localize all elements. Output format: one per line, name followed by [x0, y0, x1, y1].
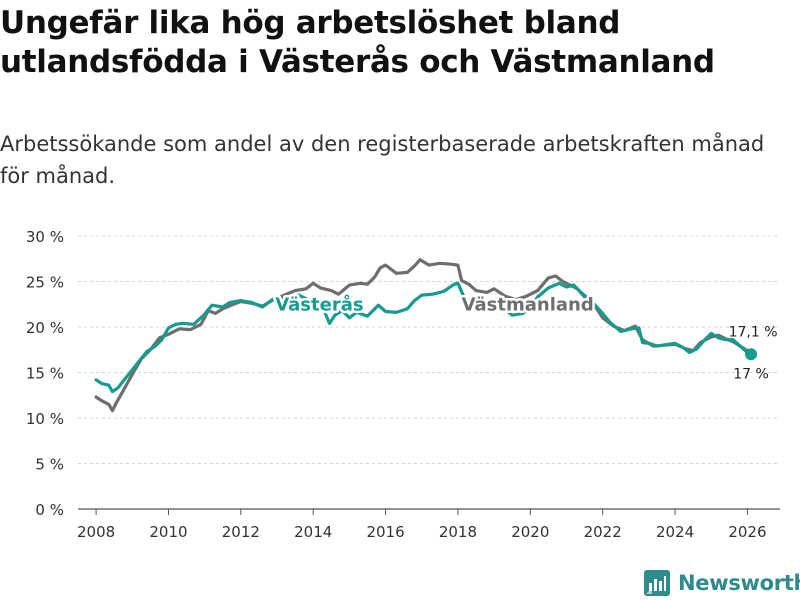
series-line-vstmanland: [94, 258, 753, 413]
series-lines: [94, 258, 753, 413]
y-tick-label: 10 %: [26, 410, 64, 428]
brand-name: Newsworthy: [678, 571, 800, 595]
y-axis-tick-labels: 0 % 5 % 10 % 15 % 20 % 25 % 30 %: [26, 228, 64, 519]
x-axis: 2008 2010 2012 2014 2016 2018 2020 2022 2024 2026: [77, 509, 767, 541]
x-tick-label: 2026: [728, 523, 766, 541]
x-tick-label: 2010: [149, 523, 187, 541]
series-labels: VästmanlandVästmanlandVästeråsVästerås17…: [273, 291, 778, 382]
chart-subtitle: Arbetssökande som andel av den registerb…: [0, 132, 765, 188]
x-tick-label: 2016: [366, 523, 404, 541]
x-tick-label: 2022: [584, 523, 622, 541]
x-tick-label: 2020: [511, 523, 549, 541]
y-tick-label: 15 %: [26, 365, 64, 383]
x-tick-label: 2012: [222, 523, 260, 541]
end-label-vastmanland: 17,1 %: [729, 324, 778, 340]
end-label-vasteras: 17 %: [733, 366, 769, 382]
endpoint-marker-vasteras: [745, 348, 758, 361]
y-tick-label: 25 %: [26, 274, 64, 292]
y-tick-label: 30 %: [26, 228, 64, 246]
series-line-vsters: [94, 281, 753, 394]
label-vastmanland-halo: Västmanland: [462, 295, 594, 316]
label-vastmanland: Västmanland: [462, 295, 594, 316]
label-vasteras-halo: Västerås: [275, 294, 363, 316]
newsworthy-icon: [644, 570, 670, 596]
x-tick-label: 2008: [77, 523, 115, 541]
y-tick-label: 0 %: [35, 501, 64, 519]
y-tick-label: 20 %: [26, 319, 64, 337]
x-tick-label: 2024: [656, 523, 694, 541]
newsworthy-logo[interactable]: Newsworthy: [644, 568, 800, 598]
label-vasteras: Västerås: [275, 294, 363, 316]
y-tick-label: 5 %: [35, 456, 64, 474]
grid: [78, 235, 780, 510]
x-tick-label: 2018: [439, 523, 477, 541]
x-tick-label: 2014: [294, 523, 332, 541]
chart-title: Ungefär lika hög arbetslöshet bland utla…: [0, 5, 715, 80]
